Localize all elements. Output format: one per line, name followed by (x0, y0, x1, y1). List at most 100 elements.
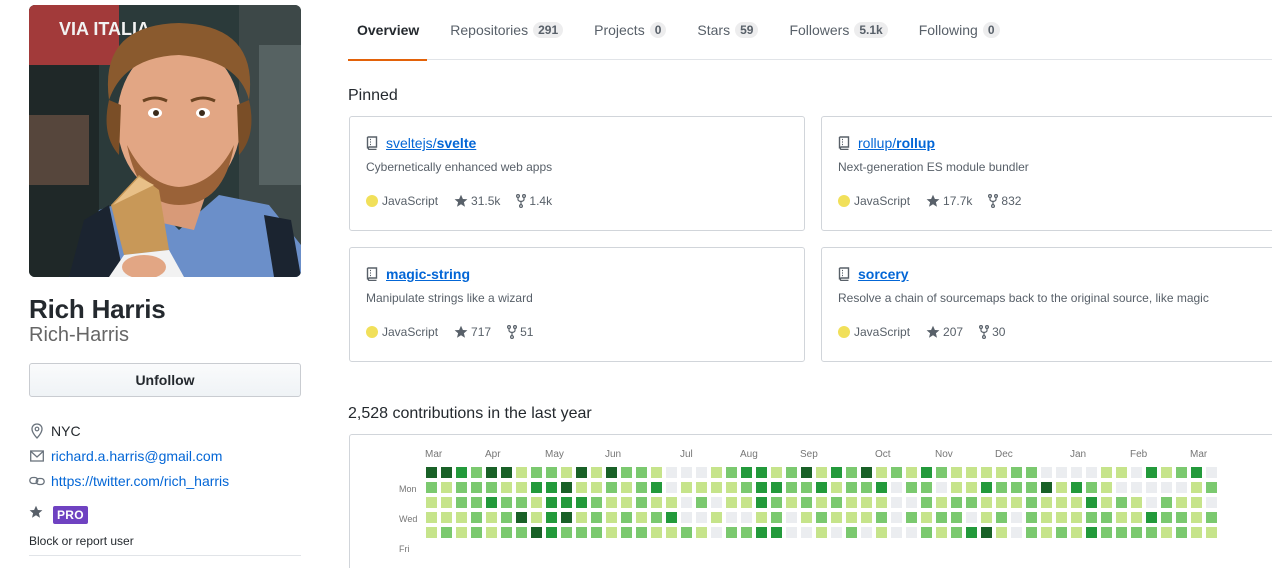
repo-forks[interactable]: 30 (979, 325, 1005, 339)
contribution-day[interactable] (1191, 467, 1202, 478)
contribution-day[interactable] (741, 527, 752, 538)
contribution-day[interactable] (621, 482, 632, 493)
contribution-day[interactable] (1146, 482, 1157, 493)
repo-forks[interactable]: 1.4k (516, 194, 552, 208)
contribution-day[interactable] (696, 467, 707, 478)
contribution-day[interactable] (696, 482, 707, 493)
contribution-day[interactable] (531, 497, 542, 508)
contribution-day[interactable] (966, 497, 977, 508)
contribution-day[interactable] (516, 527, 527, 538)
contribution-day[interactable] (846, 497, 857, 508)
contribution-day[interactable] (921, 467, 932, 478)
contribution-day[interactable] (1176, 467, 1187, 478)
contribution-day[interactable] (591, 497, 602, 508)
contribution-day[interactable] (831, 497, 842, 508)
contribution-day[interactable] (681, 527, 692, 538)
contribution-day[interactable] (816, 512, 827, 523)
contribution-day[interactable] (636, 512, 647, 523)
contribution-day[interactable] (651, 482, 662, 493)
contribution-day[interactable] (516, 512, 527, 523)
contribution-day[interactable] (741, 497, 752, 508)
contribution-day[interactable] (531, 527, 542, 538)
contribution-day[interactable] (981, 497, 992, 508)
contribution-day[interactable] (1131, 482, 1142, 493)
contribution-day[interactable] (921, 512, 932, 523)
contribution-day[interactable] (636, 467, 647, 478)
contribution-day[interactable] (1086, 497, 1097, 508)
contribution-day[interactable] (1176, 512, 1187, 523)
contribution-day[interactable] (876, 497, 887, 508)
contribution-day[interactable] (1161, 512, 1172, 523)
contribution-day[interactable] (1161, 467, 1172, 478)
contribution-day[interactable] (576, 527, 587, 538)
contribution-day[interactable] (801, 497, 812, 508)
contribution-day[interactable] (651, 512, 662, 523)
contribution-day[interactable] (1206, 527, 1217, 538)
contribution-day[interactable] (831, 482, 842, 493)
contribution-day[interactable] (681, 497, 692, 508)
contribution-day[interactable] (816, 527, 827, 538)
contribution-day[interactable] (501, 527, 512, 538)
contribution-day[interactable] (561, 512, 572, 523)
contribution-day[interactable] (1086, 467, 1097, 478)
contribution-day[interactable] (1116, 527, 1127, 538)
contribution-day[interactable] (591, 482, 602, 493)
contribution-day[interactable] (426, 467, 437, 478)
contribution-day[interactable] (516, 482, 527, 493)
contribution-day[interactable] (981, 512, 992, 523)
contribution-day[interactable] (906, 467, 917, 478)
contribution-day[interactable] (1176, 527, 1187, 538)
contribution-day[interactable] (681, 512, 692, 523)
contribution-day[interactable] (876, 512, 887, 523)
contribution-day[interactable] (801, 527, 812, 538)
contribution-day[interactable] (456, 482, 467, 493)
block-report-link[interactable]: Block or report user (29, 534, 134, 548)
contribution-day[interactable] (1146, 497, 1157, 508)
contribution-day[interactable] (936, 482, 947, 493)
contribution-day[interactable] (816, 467, 827, 478)
contribution-day[interactable] (1116, 482, 1127, 493)
contribution-day[interactable] (1176, 497, 1187, 508)
contribution-day[interactable] (906, 527, 917, 538)
contribution-day[interactable] (576, 467, 587, 478)
contribution-day[interactable] (1071, 467, 1082, 478)
contribution-day[interactable] (861, 512, 872, 523)
contribution-day[interactable] (1041, 467, 1052, 478)
contribution-day[interactable] (816, 482, 827, 493)
contribution-day[interactable] (1131, 497, 1142, 508)
contribution-day[interactable] (921, 527, 932, 538)
contribution-day[interactable] (1131, 512, 1142, 523)
contribution-day[interactable] (921, 497, 932, 508)
contribution-day[interactable] (891, 527, 902, 538)
contribution-day[interactable] (756, 467, 767, 478)
contribution-day[interactable] (486, 512, 497, 523)
contribution-day[interactable] (651, 467, 662, 478)
tab-repositories[interactable]: Repositories 291 (442, 0, 571, 60)
contribution-day[interactable] (456, 527, 467, 538)
contribution-day[interactable] (771, 527, 782, 538)
contribution-day[interactable] (831, 467, 842, 478)
contribution-day[interactable] (456, 467, 467, 478)
contribution-day[interactable] (891, 467, 902, 478)
contribution-day[interactable] (1191, 497, 1202, 508)
contribution-day[interactable] (651, 527, 662, 538)
contribution-day[interactable] (741, 482, 752, 493)
contribution-day[interactable] (786, 467, 797, 478)
contribution-day[interactable] (1026, 497, 1037, 508)
contribution-day[interactable] (1056, 512, 1067, 523)
contribution-day[interactable] (1026, 527, 1037, 538)
contribution-day[interactable] (996, 497, 1007, 508)
contribution-day[interactable] (1056, 482, 1067, 493)
contribution-day[interactable] (486, 467, 497, 478)
contribution-day[interactable] (546, 497, 557, 508)
tab-stars[interactable]: Stars 59 (689, 0, 766, 60)
contribution-day[interactable] (1071, 527, 1082, 538)
contribution-day[interactable] (636, 497, 647, 508)
contribution-day[interactable] (741, 512, 752, 523)
contribution-day[interactable] (711, 512, 722, 523)
contribution-day[interactable] (546, 527, 557, 538)
contribution-day[interactable] (471, 497, 482, 508)
contribution-day[interactable] (426, 497, 437, 508)
contribution-day[interactable] (786, 512, 797, 523)
contribution-day[interactable] (621, 527, 632, 538)
